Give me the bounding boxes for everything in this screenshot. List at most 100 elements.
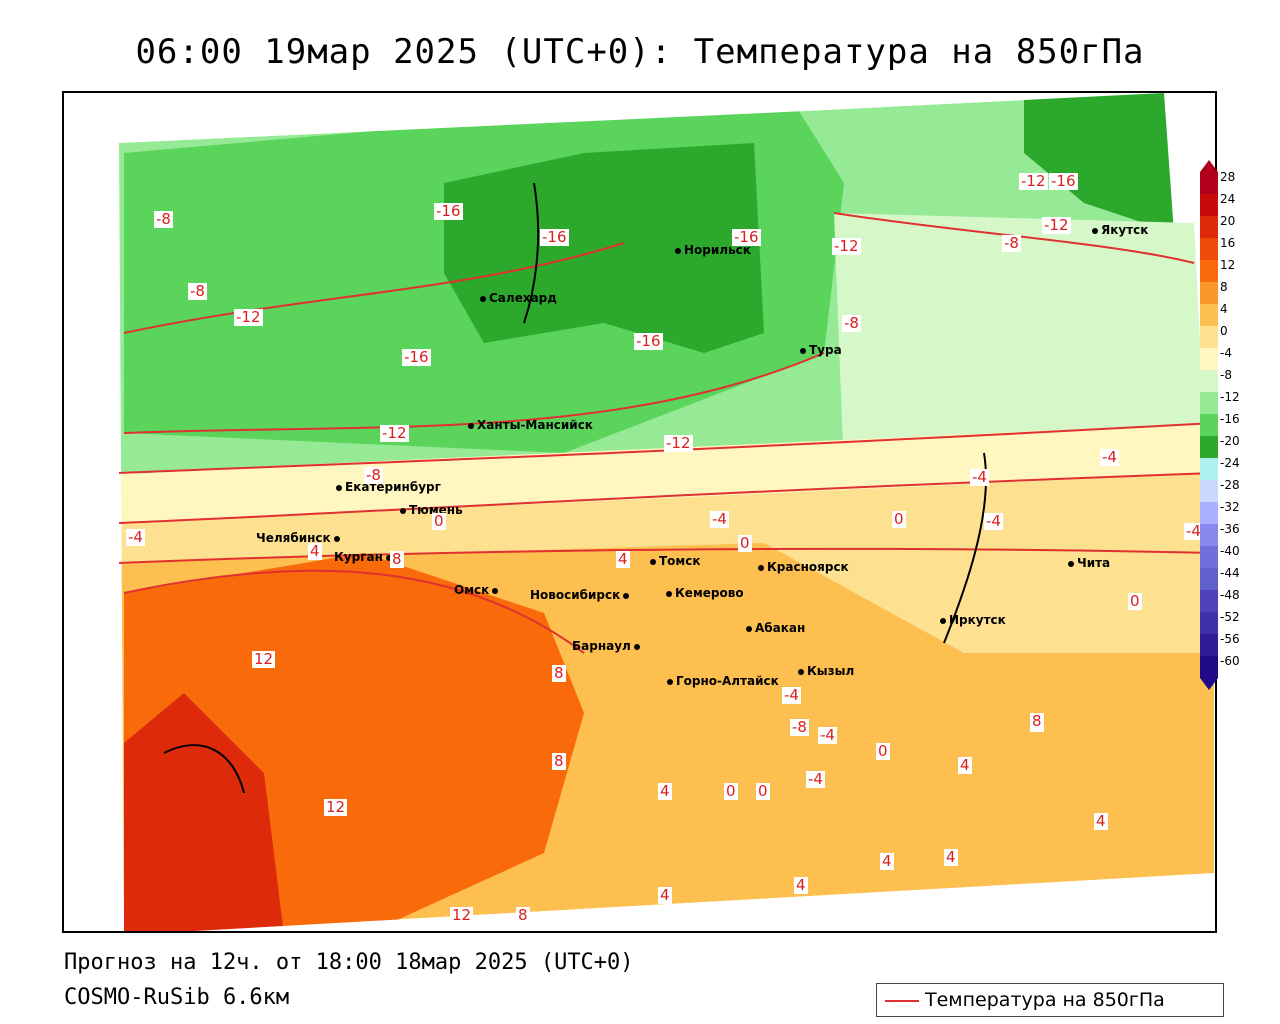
colorbar-bottom-arrow bbox=[1200, 678, 1218, 690]
city-omsk: Омск bbox=[454, 583, 501, 597]
contour-label: -4 bbox=[1184, 522, 1203, 540]
contour-label: 4 bbox=[794, 876, 808, 894]
colorbar bbox=[1200, 160, 1218, 690]
contour-label: -8 bbox=[188, 282, 207, 300]
colorbar-tick-label: 20 bbox=[1220, 214, 1236, 228]
map-canvas bbox=[64, 93, 1215, 931]
city-dot bbox=[336, 484, 342, 491]
colorbar-swatch bbox=[1200, 458, 1218, 481]
model-name: COSMO-RuSib 6.6км bbox=[64, 985, 290, 1010]
colorbar-swatch bbox=[1200, 348, 1218, 371]
city-chelyabinsk: Челябинск bbox=[256, 531, 343, 545]
colorbar-tick-label: 0 bbox=[1220, 324, 1228, 338]
city-dot bbox=[1092, 227, 1098, 234]
colorbar-swatch bbox=[1200, 370, 1218, 393]
contour-label: -8 bbox=[842, 314, 861, 332]
contour-label: 0 bbox=[1128, 592, 1142, 610]
city-chita: Чита bbox=[1068, 556, 1110, 570]
contour-label: -16 bbox=[634, 332, 663, 350]
contour-label: -4 bbox=[710, 510, 729, 528]
colorbar-swatch bbox=[1200, 656, 1218, 679]
contour-label: -8 bbox=[790, 718, 809, 736]
colorbar-swatch bbox=[1200, 304, 1218, 327]
colorbar-tick-label: -16 bbox=[1220, 412, 1240, 426]
contour-label: 4 bbox=[308, 542, 322, 560]
city-dot bbox=[480, 295, 486, 302]
colorbar-tick-label: -4 bbox=[1220, 346, 1232, 360]
contour-label: 4 bbox=[616, 550, 630, 568]
contour-label: 8 bbox=[552, 664, 566, 682]
city-irkutsk: Иркутск bbox=[940, 613, 1006, 627]
city-dot bbox=[400, 507, 406, 514]
contour-label: -8 bbox=[1002, 234, 1021, 252]
contour-label: -4 bbox=[126, 528, 145, 546]
contour-label: -12 bbox=[832, 237, 861, 255]
contour-label: 0 bbox=[892, 510, 906, 528]
contour-label: -12 bbox=[234, 308, 263, 326]
colorbar-tick-label: -28 bbox=[1220, 478, 1240, 492]
contour-label: -16 bbox=[1049, 172, 1078, 190]
map-title: 06:00 19мар 2025 (UTC+0): Температура на… bbox=[135, 32, 1145, 72]
city-krasnoyarsk: Красноярск bbox=[758, 560, 849, 574]
city-tyumen: Тюмень bbox=[400, 503, 463, 517]
colorbar-swatch bbox=[1200, 326, 1218, 349]
colorbar-tick-label: -48 bbox=[1220, 588, 1240, 602]
legend-line-swatch bbox=[885, 1000, 919, 1002]
colorbar-tick-label: 4 bbox=[1220, 302, 1228, 316]
city-novosibirsk: Новосибирск bbox=[530, 588, 632, 602]
contour-label: -4 bbox=[1100, 448, 1119, 466]
contour-label: 8 bbox=[552, 752, 566, 770]
city-dot bbox=[492, 587, 499, 594]
city-abakan: Абакан bbox=[746, 621, 805, 635]
colorbar-tick-label: -44 bbox=[1220, 566, 1240, 580]
colorbar-tick-label: 12 bbox=[1220, 258, 1236, 272]
contour-label: 0 bbox=[876, 742, 890, 760]
contour-label: 0 bbox=[432, 512, 446, 530]
contour-label: -4 bbox=[806, 770, 825, 788]
contour-label: 12 bbox=[252, 650, 276, 668]
contour-label: -16 bbox=[732, 228, 761, 246]
city-dot bbox=[468, 422, 474, 429]
colorbar-swatch bbox=[1200, 172, 1218, 195]
contour-label: -8 bbox=[364, 466, 383, 484]
contour-label: 0 bbox=[724, 782, 738, 800]
outside-domain-top bbox=[64, 93, 1215, 143]
city-dot bbox=[333, 535, 340, 542]
colorbar-swatch bbox=[1200, 216, 1218, 239]
city-dot bbox=[623, 592, 630, 599]
city-tura: Тура bbox=[800, 343, 842, 357]
city-gorno-altaysk: Горно-Алтайск bbox=[667, 674, 779, 688]
contour-label: -4 bbox=[782, 686, 801, 704]
contour-label: 4 bbox=[658, 886, 672, 904]
city-dot bbox=[1068, 560, 1074, 567]
contour-label: -16 bbox=[540, 228, 569, 246]
colorbar-swatch bbox=[1200, 282, 1218, 305]
city-dot bbox=[385, 554, 392, 561]
colorbar-top-arrow bbox=[1200, 160, 1218, 172]
contour-label: 0 bbox=[738, 534, 752, 552]
city-kyzyl: Кызыл bbox=[798, 664, 854, 678]
city-kemerovo: Кемерово bbox=[666, 586, 744, 600]
contour-label: -12 bbox=[1042, 216, 1071, 234]
contour-label: -16 bbox=[402, 348, 431, 366]
city-dot bbox=[940, 617, 946, 624]
colorbar-tick-label: 16 bbox=[1220, 236, 1236, 250]
colorbar-tick-label: 24 bbox=[1220, 192, 1236, 206]
coldest-zone-east bbox=[1024, 93, 1174, 233]
colorbar-swatch bbox=[1200, 524, 1218, 547]
colorbar-tick-label: -56 bbox=[1220, 632, 1240, 646]
contour-label: -12 bbox=[1019, 172, 1048, 190]
city-yekaterinburg: Екатеринбург bbox=[336, 480, 441, 494]
contour-label: 4 bbox=[958, 756, 972, 774]
colorbar-swatch bbox=[1200, 634, 1218, 657]
contour-label: -4 bbox=[818, 726, 837, 744]
contour-label: 8 bbox=[1030, 712, 1044, 730]
city-norilsk: Норильск bbox=[675, 243, 751, 257]
city-dot bbox=[758, 564, 764, 571]
contour-label: 4 bbox=[880, 852, 894, 870]
contour-label: -16 bbox=[434, 202, 463, 220]
colorbar-swatch bbox=[1200, 612, 1218, 635]
contour-label: 8 bbox=[390, 550, 404, 568]
contour-label: 4 bbox=[944, 848, 958, 866]
colorbar-swatch bbox=[1200, 414, 1218, 437]
